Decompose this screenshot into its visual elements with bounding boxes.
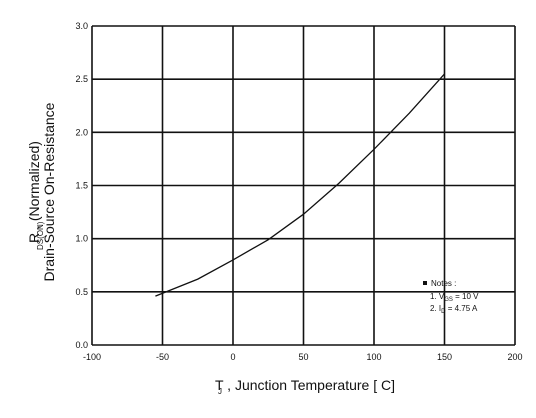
x-tick-label: 100 [366, 352, 381, 362]
y-axis-label-line-2: Drain-Source On-Resistance [41, 102, 57, 281]
y-tick-label: 0.0 [75, 340, 88, 350]
x-axis-label: T , Junction Temperature [ C] [215, 377, 395, 393]
y-tick-label: 2.5 [75, 74, 88, 84]
notes-bullet-icon [423, 281, 427, 285]
notes-line-1: 1. VGS = 10 V [430, 292, 479, 303]
data-series [155, 73, 445, 297]
x-tick-label: 150 [437, 352, 452, 362]
y-tick-label: 1.0 [75, 234, 88, 244]
y-tick-label: 0.5 [75, 287, 88, 297]
x-tick-label: -100 [83, 352, 101, 362]
y-tick-labels: 0.0 0.5 1.0 1.5 2.0 2.5 3.0 [75, 21, 88, 350]
grid-lines [91, 25, 516, 346]
y-axis-label-subscript: DS(ON) [36, 221, 45, 250]
x-tick-label: -50 [156, 352, 169, 362]
notes-line-2: 2. ID = 4.75 A [430, 304, 478, 315]
y-axis-label: R , (Normalized) DS(ON) Drain-Source On-… [26, 102, 57, 281]
x-tick-labels: -100 -50 0 50 100 150 200 [83, 352, 523, 362]
y-axis-label-line-1: R , (Normalized) [26, 141, 42, 243]
series-line [155, 73, 445, 297]
x-tick-label: 0 [230, 352, 235, 362]
y-tick-label: 1.5 [75, 181, 88, 191]
y-tick-label: 3.0 [75, 21, 88, 31]
x-axis-label-subscript: J [218, 387, 222, 396]
x-tick-label: 200 [507, 352, 522, 362]
notes-legend: Notes : 1. VGS = 10 V 2. ID = 4.75 A [423, 279, 479, 315]
x-tick-label: 50 [298, 352, 308, 362]
notes-heading: Notes : [431, 279, 456, 288]
y-tick-label: 2.0 [75, 127, 88, 137]
